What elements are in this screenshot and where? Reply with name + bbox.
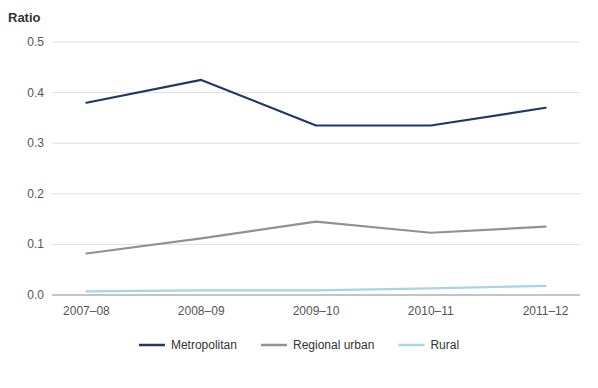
- chart: Ratio 0.0 0.1 0.2 0.3 0.4 0.5 2007–08 2008–09 200…: [0, 0, 598, 388]
- legend-swatch: [261, 344, 287, 347]
- legend-swatch: [398, 344, 424, 347]
- x-tick-label: 2008–09: [178, 304, 225, 318]
- grid-line: [52, 193, 580, 194]
- legend-label: Metropolitan: [171, 338, 237, 352]
- x-axis-line: [52, 295, 580, 296]
- legend-item: Metropolitan: [139, 338, 237, 352]
- y-tick-label: 0.2: [27, 187, 44, 201]
- y-tick-label: 0.0: [27, 288, 44, 302]
- legend-item: Regional urban: [261, 338, 374, 352]
- grid: [52, 42, 580, 295]
- y-axis-label: Ratio: [8, 10, 41, 25]
- legend-label: Rural: [430, 338, 459, 352]
- x-tick-label: 2007–08: [63, 304, 110, 318]
- legend-item: Rural: [398, 338, 459, 352]
- x-tick-label: 2010–11: [408, 304, 454, 318]
- legend: Metropolitan Regional urban Rural: [139, 338, 459, 352]
- legend-label: Regional urban: [293, 338, 374, 352]
- grid-line: [52, 143, 580, 144]
- series-line: [86, 80, 545, 126]
- grid-line: [52, 244, 580, 245]
- y-tick-label: 0.4: [27, 86, 44, 100]
- lines: [86, 80, 545, 292]
- series-line: [86, 286, 545, 292]
- y-tick-label: 0.3: [27, 136, 44, 150]
- y-tick-label: 0.1: [27, 237, 44, 251]
- x-tick-label: 2011–12: [523, 304, 569, 318]
- legend-swatch: [139, 344, 165, 347]
- y-tick-label: 0.5: [27, 35, 44, 49]
- x-tick-label: 2009–10: [293, 304, 340, 318]
- grid-line: [52, 295, 580, 296]
- grid-line: [52, 42, 580, 43]
- series-line: [86, 222, 545, 254]
